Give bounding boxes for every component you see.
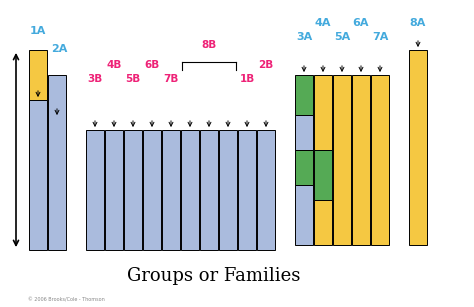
- Text: 6A: 6A: [353, 18, 369, 28]
- Bar: [295, 150, 313, 185]
- Bar: [314, 75, 332, 150]
- Bar: [295, 185, 313, 245]
- Text: 3A: 3A: [296, 32, 312, 42]
- Text: 3B: 3B: [87, 74, 103, 84]
- Text: 2A: 2A: [51, 44, 67, 54]
- Bar: [295, 115, 313, 150]
- Bar: [257, 130, 275, 250]
- Bar: [352, 75, 370, 245]
- Text: 8A: 8A: [410, 18, 426, 28]
- Text: © 2006 Brooks/Cole - Thomson: © 2006 Brooks/Cole - Thomson: [28, 297, 105, 302]
- Bar: [162, 130, 180, 250]
- Bar: [333, 75, 351, 245]
- Bar: [124, 130, 142, 250]
- Bar: [48, 75, 66, 250]
- Text: 5A: 5A: [334, 32, 350, 42]
- Bar: [29, 50, 47, 100]
- Text: 4B: 4B: [106, 60, 122, 70]
- Text: 8B: 8B: [201, 40, 217, 50]
- Bar: [238, 130, 256, 250]
- Text: 6B: 6B: [145, 60, 160, 70]
- Text: 5B: 5B: [126, 74, 141, 84]
- Text: 7B: 7B: [164, 74, 179, 84]
- Bar: [314, 150, 332, 200]
- Bar: [29, 100, 47, 250]
- Text: Groups or Families: Groups or Families: [127, 267, 300, 285]
- Bar: [86, 130, 104, 250]
- Bar: [105, 130, 123, 250]
- Text: 1A: 1A: [30, 26, 46, 36]
- Text: 2B: 2B: [258, 60, 273, 70]
- Text: 1B: 1B: [239, 74, 255, 84]
- Bar: [314, 200, 332, 245]
- Bar: [200, 130, 218, 250]
- Bar: [219, 130, 237, 250]
- Bar: [295, 75, 313, 115]
- Bar: [371, 75, 389, 245]
- Bar: [181, 130, 199, 250]
- Text: 7A: 7A: [372, 32, 388, 42]
- Bar: [409, 50, 427, 245]
- Text: 4A: 4A: [315, 18, 331, 28]
- Bar: [143, 130, 161, 250]
